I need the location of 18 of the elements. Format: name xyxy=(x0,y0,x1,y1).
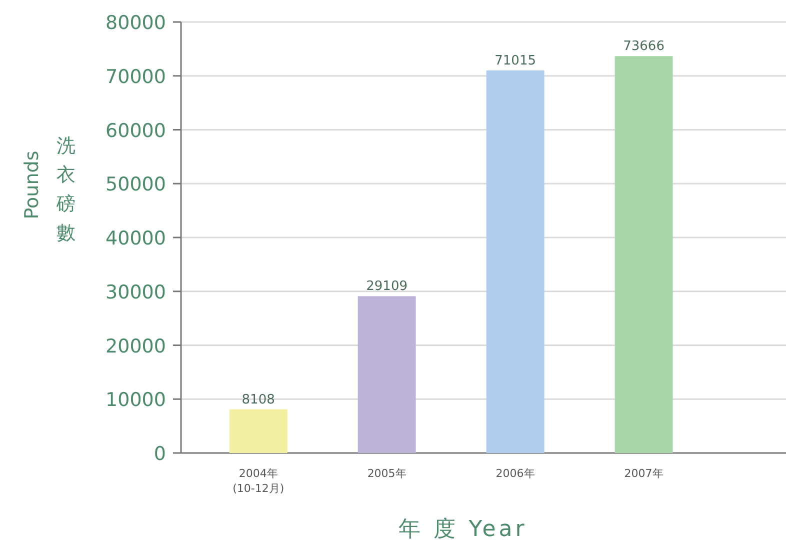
y-tick-label: 30000 xyxy=(106,281,166,304)
x-tick-label: 2007年 xyxy=(624,467,664,480)
x-axis-title: 年 度 Year xyxy=(398,517,528,542)
data-label: 29109 xyxy=(366,279,408,294)
data-label: 8108 xyxy=(242,392,275,408)
data-label: 71015 xyxy=(494,53,536,68)
y-tick-label: 60000 xyxy=(106,120,166,142)
x-tick-label: 2004年 (10-12月) xyxy=(232,467,284,495)
y-tick-label: 0 xyxy=(154,443,166,465)
y-tick-label: 20000 xyxy=(106,335,166,358)
y-tick-label: 70000 xyxy=(106,66,166,88)
x-tick-label: 2005年 xyxy=(367,467,406,480)
data-label: 73666 xyxy=(623,39,664,54)
y-tick-label: 80000 xyxy=(106,12,166,34)
y-tick-label: 40000 xyxy=(106,228,166,250)
y-tick-label: 10000 xyxy=(106,389,166,412)
x-tick-label: 2006年 xyxy=(496,467,535,480)
y-tick-label: 50000 xyxy=(106,174,166,196)
